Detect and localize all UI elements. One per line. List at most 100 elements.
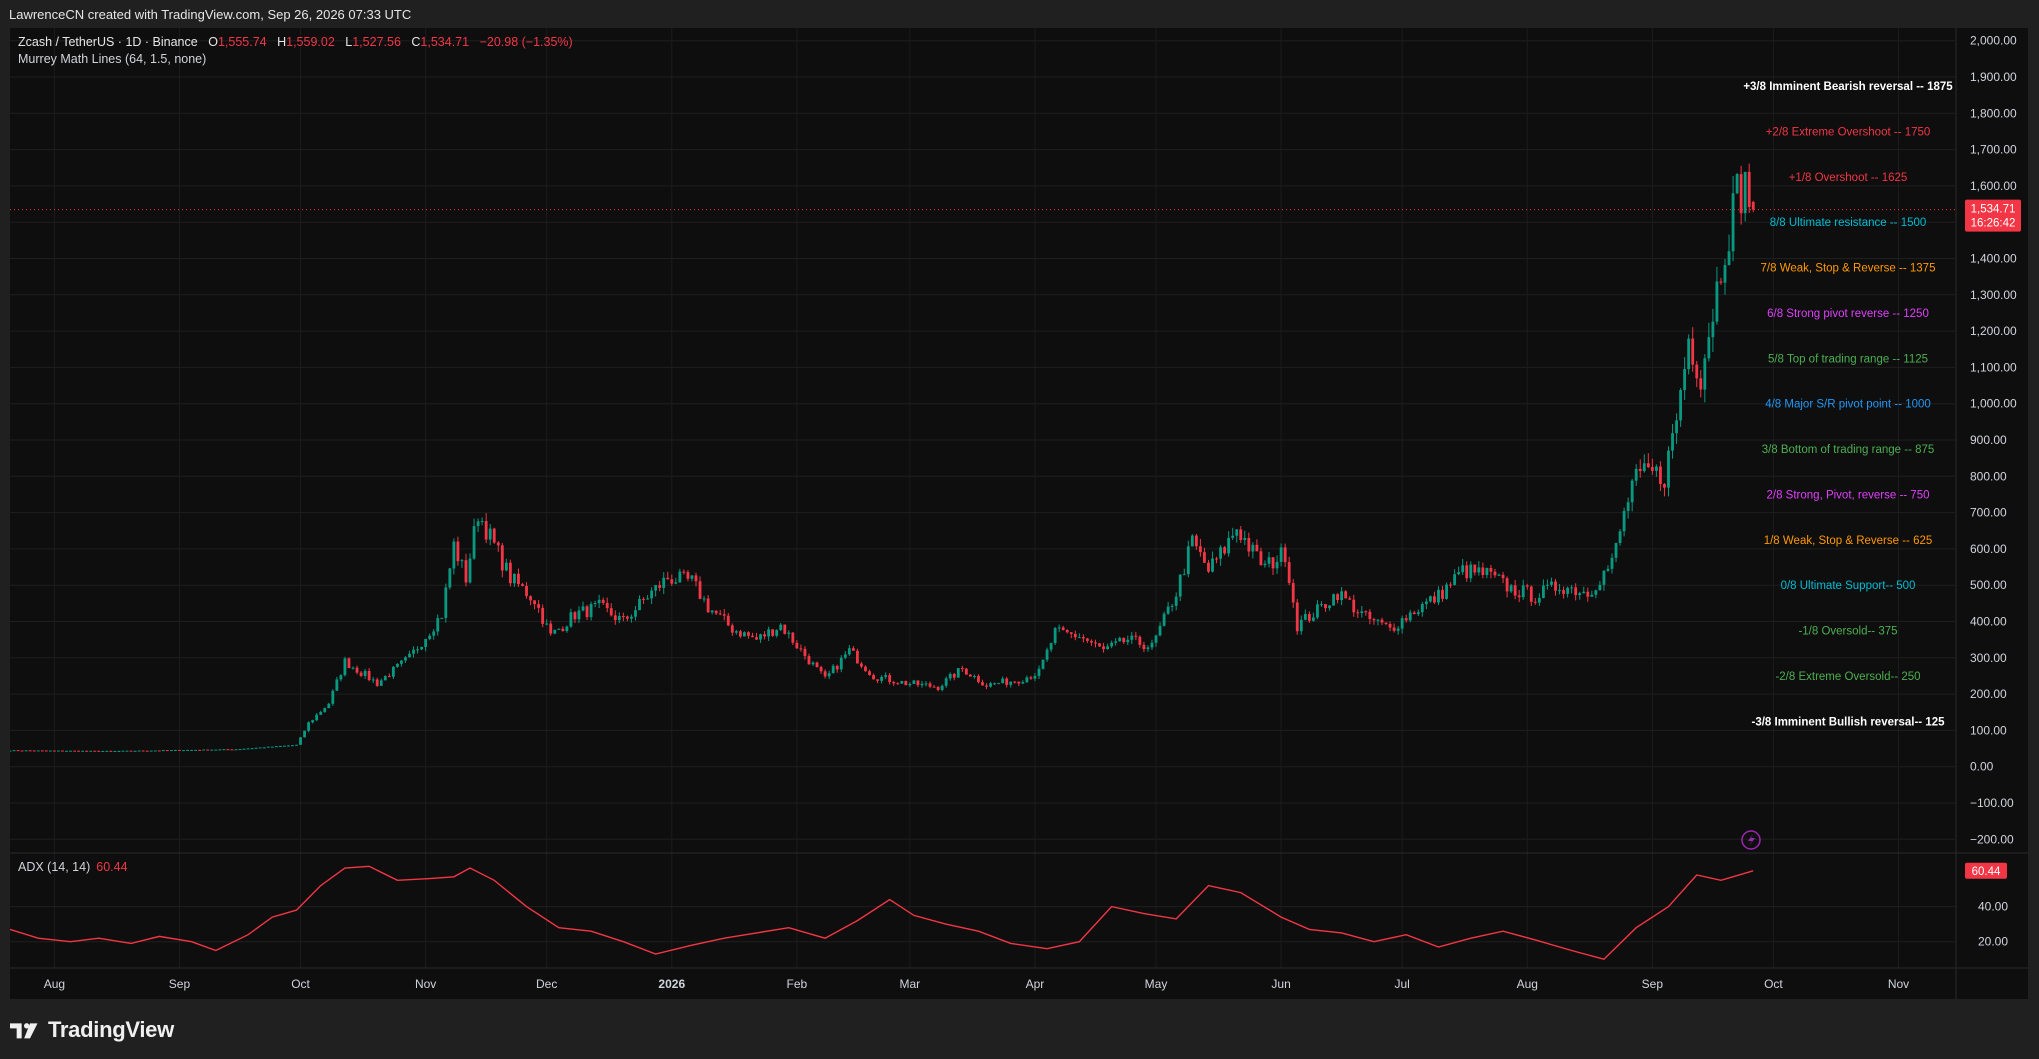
candle-body [1642,463,1646,472]
candle-body [1392,627,1396,631]
murrey-label: 7/8 Weak, Stop & Reverse -- 1375 [1761,263,1936,275]
time-tick-label: Sep [1642,977,1664,991]
candle-body [1037,668,1041,676]
candle-body [525,585,528,597]
candle [1412,610,1416,615]
candle [928,681,932,689]
candle-body [537,604,541,608]
candle-body [743,632,746,637]
candle-body [799,648,803,650]
candle [743,631,746,637]
candle-body [359,672,363,676]
chart-canvas[interactable]: +3/8 Imminent Bearish reversal -- 1875 +2… [10,28,2028,999]
candle-body [1150,642,1154,648]
candle-body [751,635,754,638]
candle-body [823,671,827,677]
candle [1424,598,1428,610]
candle-body [206,749,210,751]
candle-body [1332,594,1335,606]
candle [1731,176,1735,262]
candle [948,672,952,681]
candle [404,656,407,663]
candle-body [1009,681,1013,685]
candle-body [141,750,145,752]
candle [109,750,113,752]
candle-body [880,676,884,681]
candle-body [1537,597,1541,603]
candle-body [1671,433,1674,451]
candle [198,749,202,751]
price-tick-label: 1,000.00 [1970,397,2017,411]
candle-body [1614,542,1618,558]
candle-body [993,683,997,685]
candle-body [658,585,662,588]
candle [1699,370,1703,398]
candle-body [710,610,714,613]
time-tick-label: Aug [1517,977,1538,991]
tradingview-brand[interactable]: TradingView [48,1017,174,1042]
candle-body [1461,565,1465,573]
candle-body [605,602,609,609]
candle-body [1602,570,1606,585]
candle-body [1021,682,1025,684]
candle [779,622,783,632]
symbol-name[interactable]: Zcash / TetherUS · 1D · Binance [18,35,198,49]
candle-body [391,666,395,677]
candle-body [989,683,992,687]
candle [860,661,863,669]
candle-body [726,615,730,626]
candle-body [581,606,585,611]
candle [125,750,129,752]
time-axis: Aug Sep Oct Nov Dec 2026 Feb Mar Apr May Jun Jul Aug… [44,977,1909,991]
candle-body [347,658,351,669]
candle [763,631,767,640]
candle-body [936,686,940,690]
candle [597,594,601,609]
candle [1013,680,1017,684]
candle-body [44,750,48,752]
candle-body [964,668,968,675]
candle [1618,529,1622,546]
candle [291,745,294,747]
candle [819,665,823,674]
candle-body [1324,604,1327,609]
candle-body [504,562,508,571]
candle-body [315,714,319,721]
candle [1146,645,1150,652]
candle [884,672,888,680]
candle [1667,446,1670,497]
candle [1489,564,1493,579]
candle-body [12,750,16,752]
candle [1029,675,1033,680]
candle [545,619,549,626]
candle [625,615,629,622]
candle-body [1073,633,1077,638]
candle-body [1505,578,1509,592]
candle [24,750,28,752]
time-tick-label: Dec [536,977,557,991]
candle-body [1207,562,1210,572]
candle-body [1086,638,1089,641]
lightning-icon[interactable] [1741,830,1761,850]
candle-body [77,750,81,752]
chart-panel[interactable]: +3/8 Imminent Bearish reversal -- 1875 +2… [10,28,2028,999]
candle [1541,579,1545,599]
candle-body [1429,596,1432,602]
candle [872,673,875,680]
indicator-name[interactable]: Murrey Math Lines (64, 1.5, none) [18,52,207,66]
candle [1295,599,1299,635]
candle-body [682,571,686,573]
candle-body [1162,613,1166,626]
candle [28,750,32,752]
adx-name[interactable]: ADX (14, 14) [18,860,91,874]
time-tick-label: Mar [900,977,921,991]
candle [1687,334,1691,375]
candle [601,597,605,606]
candle [448,567,452,590]
candle [274,746,278,748]
candle-body [1170,605,1174,607]
candle [977,674,980,684]
murrey-lines: +3/8 Imminent Bearish reversal -- 1875 +2… [1743,81,1953,728]
candle [202,749,206,751]
candle [1207,559,1210,574]
